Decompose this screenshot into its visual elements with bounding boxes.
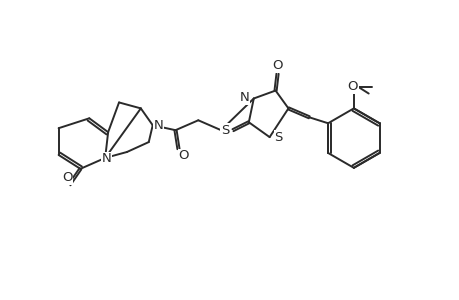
Text: N: N <box>240 91 249 104</box>
Text: N: N <box>101 152 111 165</box>
Text: S: S <box>274 130 282 144</box>
Text: O: O <box>272 59 282 72</box>
Text: O: O <box>62 171 73 184</box>
Text: N: N <box>153 119 163 132</box>
Text: O: O <box>178 149 188 162</box>
Text: S: S <box>220 124 229 137</box>
Text: O: O <box>347 80 357 93</box>
